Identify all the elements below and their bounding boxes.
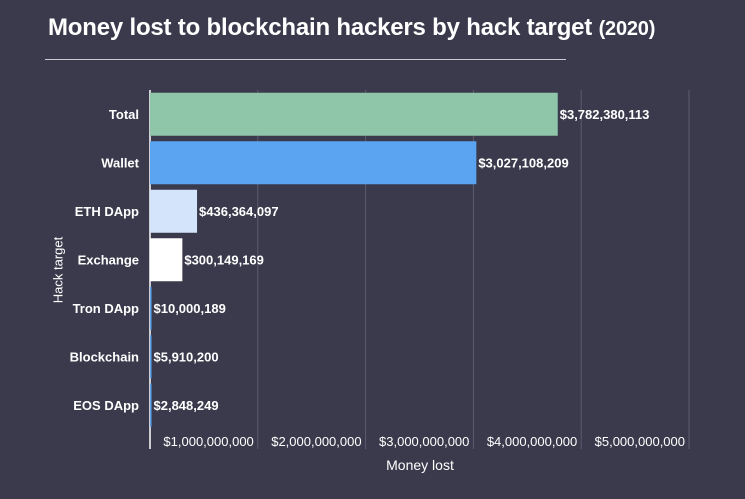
title-divider	[45, 59, 566, 60]
bar	[150, 189, 198, 233]
bar-value-label: $3,782,380,113	[560, 107, 650, 122]
y-tick-label: Exchange	[78, 252, 139, 267]
x-tick-label: $4,000,000,000	[487, 434, 577, 449]
bar-value-label: $2,848,249	[154, 398, 219, 413]
bar	[150, 92, 558, 136]
bar-value-label: $3,027,108,209	[478, 155, 568, 170]
x-axis-title: Money lost	[386, 457, 454, 473]
bar	[150, 335, 152, 379]
bar	[150, 383, 152, 427]
bar-value-label: $300,149,169	[184, 252, 264, 267]
x-tick-label: $1,000,000,000	[163, 434, 253, 449]
chart-title: Money lost to blockchain hackers by hack…	[48, 14, 655, 42]
y-tick-label: Tron DApp	[73, 301, 139, 316]
x-tick-label: $2,000,000,000	[271, 434, 361, 449]
chart-title-year: (2020)	[598, 18, 656, 40]
y-tick-label: Wallet	[101, 155, 139, 170]
bar	[150, 286, 152, 330]
bar-value-label: $436,364,097	[199, 204, 279, 219]
x-tick-label: $5,000,000,000	[595, 434, 685, 449]
y-tick-label: EOS DApp	[73, 398, 139, 413]
x-tick-label: $3,000,000,000	[379, 434, 469, 449]
bar	[150, 141, 477, 185]
y-tick-label: ETH DApp	[75, 204, 139, 219]
y-axis-title: Hack target	[50, 236, 66, 304]
bar-value-label: $5,910,200	[154, 349, 219, 364]
y-tick-label: Blockchain	[70, 349, 139, 364]
chart-title-main: Money lost to blockchain hackers by hack…	[48, 14, 593, 41]
bar-value-label: $10,000,189	[154, 301, 226, 316]
bar	[150, 238, 183, 282]
y-tick-label: Total	[109, 107, 139, 122]
